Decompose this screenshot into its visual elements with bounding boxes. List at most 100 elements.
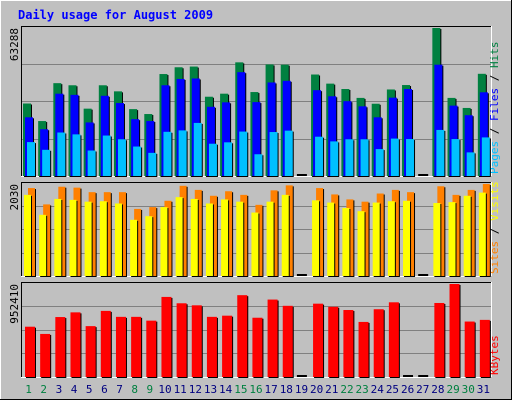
legend--label: / bbox=[488, 68, 501, 88]
chart-title: Daily usage for August 2009 bbox=[18, 8, 213, 22]
empty-day-marker bbox=[418, 375, 429, 377]
day-label: 15 bbox=[234, 383, 247, 396]
pages-bar bbox=[133, 146, 142, 176]
kbytes-bar bbox=[313, 303, 324, 377]
kbytes-bar bbox=[282, 305, 293, 377]
kbytes-bar bbox=[25, 326, 35, 377]
visits-bar bbox=[145, 216, 153, 276]
files-bar bbox=[479, 92, 488, 176]
visits-bar bbox=[387, 201, 395, 276]
visits-bar bbox=[312, 200, 320, 276]
empty-day-marker bbox=[403, 375, 414, 377]
day-label: 29 bbox=[446, 383, 459, 396]
requests-panel: 63288 Pages / Files / Hits bbox=[8, 26, 501, 177]
day-label: 20 bbox=[310, 383, 323, 396]
visits-bar bbox=[327, 202, 335, 276]
kbytes-bar bbox=[131, 316, 142, 377]
legend-files-label: Files bbox=[488, 88, 501, 121]
kbytes-bar bbox=[100, 310, 111, 377]
kbytes-bar bbox=[85, 326, 96, 377]
pages-bar bbox=[193, 122, 202, 176]
pages-bar bbox=[466, 152, 475, 176]
kbytes-bar bbox=[434, 302, 445, 377]
day-label: 18 bbox=[280, 383, 293, 396]
legend-hits-label: Hits bbox=[488, 42, 501, 69]
pages-bar bbox=[390, 138, 399, 176]
files-bar bbox=[206, 106, 215, 176]
kbytes-bar bbox=[176, 303, 187, 377]
pages-bar bbox=[57, 132, 66, 176]
empty-day-marker bbox=[296, 274, 307, 276]
pages-bar bbox=[72, 134, 81, 176]
day-label: 3 bbox=[56, 383, 63, 396]
day-label: 25 bbox=[386, 383, 399, 396]
visits-bar bbox=[160, 207, 168, 276]
day-label: 27 bbox=[416, 383, 429, 396]
visitors-panel-axis-max-label: 2030 bbox=[8, 184, 21, 211]
visits-bar bbox=[478, 192, 486, 276]
empty-day-marker bbox=[418, 174, 429, 176]
day-label: 10 bbox=[158, 383, 171, 396]
files-bar bbox=[252, 102, 261, 176]
kbytes-bar bbox=[206, 316, 217, 377]
visits-bar bbox=[433, 203, 441, 276]
pages-bar bbox=[148, 152, 157, 176]
visits-bar bbox=[403, 200, 411, 276]
kbytes-bar bbox=[55, 317, 66, 377]
files-bar bbox=[373, 117, 382, 176]
kbytes-bar bbox=[146, 320, 157, 377]
chart-panels: 63288 Pages / Files / Hits 2030 Sites / Vis… bbox=[8, 26, 501, 378]
kbytes-bar bbox=[449, 284, 460, 377]
pages-bar bbox=[102, 135, 111, 176]
pages-bar bbox=[42, 149, 51, 176]
kbytes-bar bbox=[161, 296, 172, 377]
day-label: 16 bbox=[249, 383, 262, 396]
kbytes-bar bbox=[252, 317, 263, 377]
files-bar bbox=[343, 101, 352, 176]
visits-bar bbox=[372, 202, 380, 276]
kbytes-bar bbox=[267, 299, 278, 377]
files-bar bbox=[282, 80, 291, 176]
visits-bar bbox=[205, 203, 213, 276]
day-label: 13 bbox=[204, 383, 217, 396]
legend-pages-label: Pages bbox=[488, 141, 501, 174]
files-bar bbox=[388, 97, 397, 176]
files-bar bbox=[161, 85, 170, 176]
day-label: 28 bbox=[431, 383, 444, 396]
files-bar bbox=[267, 82, 276, 176]
kbytes-bar bbox=[328, 306, 339, 377]
files-bar bbox=[85, 122, 94, 176]
day-label: 2 bbox=[40, 383, 47, 396]
pages-bar bbox=[436, 129, 445, 176]
visits-bar bbox=[357, 211, 365, 276]
day-label: 4 bbox=[71, 383, 78, 396]
pages-bar bbox=[315, 136, 324, 176]
kbytes-bar bbox=[373, 309, 384, 377]
files-bar bbox=[464, 115, 473, 176]
legend--label: / bbox=[488, 121, 501, 141]
legend-kbytes-label: KBytes bbox=[488, 335, 501, 375]
pages-bar bbox=[163, 131, 172, 176]
kbytes-bar bbox=[343, 310, 354, 377]
files-bar bbox=[222, 102, 231, 176]
legend--label: / bbox=[488, 221, 501, 241]
requests-panel-legend: Pages / Files / Hits bbox=[488, 42, 501, 175]
day-label: 5 bbox=[86, 383, 93, 396]
pages-bar bbox=[87, 150, 96, 176]
files-bar bbox=[237, 72, 246, 176]
visits-bar bbox=[221, 199, 229, 276]
files-bar bbox=[176, 78, 185, 176]
pages-bar bbox=[375, 149, 384, 176]
day-label: 17 bbox=[265, 383, 278, 396]
pages-bar bbox=[481, 137, 490, 176]
visits-bar bbox=[342, 208, 350, 276]
pages-bar bbox=[254, 154, 263, 176]
day-label: 23 bbox=[356, 383, 369, 396]
day-label: 6 bbox=[101, 383, 108, 396]
day-label: 7 bbox=[116, 383, 123, 396]
files-bar bbox=[404, 89, 413, 176]
kbytes-panel: 952410 KBytes bbox=[8, 282, 501, 378]
day-label: 9 bbox=[147, 383, 154, 396]
kbytes-bar bbox=[222, 315, 233, 377]
